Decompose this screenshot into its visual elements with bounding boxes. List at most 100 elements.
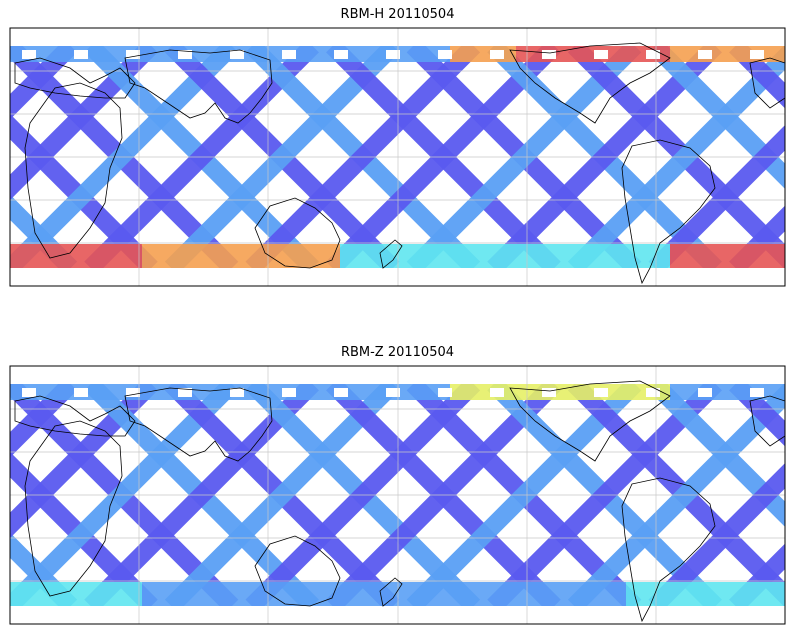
swath-pass (10, 39, 78, 120)
coverage-cell (10, 582, 32, 606)
coverage-gap (178, 50, 192, 59)
coverage-cell (164, 582, 186, 606)
coverage-cell (252, 46, 274, 62)
coverage-gap (334, 388, 348, 397)
coverage-cell (736, 582, 758, 606)
coverage-cell (670, 582, 692, 606)
coverage-gap (126, 388, 140, 397)
coverage-cell (626, 582, 648, 606)
graticule (10, 366, 785, 624)
coverage-cell (252, 582, 274, 606)
coastline (124, 49, 273, 124)
coverage-cell (252, 384, 274, 400)
coverage-gap (126, 50, 140, 59)
coverage-cell (98, 46, 120, 62)
coverage-cell (428, 582, 450, 606)
coverage-cell (296, 46, 318, 62)
no-data-area (10, 366, 785, 384)
coverage-cell (450, 582, 472, 606)
coverage-cell (208, 384, 230, 400)
coverage-cell (626, 244, 648, 268)
coverage-cell (670, 384, 692, 400)
coverage-cell (340, 244, 362, 268)
coverage-cell (384, 582, 406, 606)
coverage-cell (10, 244, 32, 268)
swath-pass (10, 532, 78, 613)
coverage-cell (406, 582, 428, 606)
panel-title: RBM-H 20110504 (340, 7, 455, 22)
coverage-cell (208, 244, 230, 268)
map-frame-group (9, 27, 786, 287)
coverage-cell (296, 582, 318, 606)
coastlines (14, 42, 785, 285)
coverage-cell (626, 384, 648, 400)
swath-map (9, 27, 786, 287)
swath-pass (729, 543, 785, 613)
swath-pass (729, 377, 785, 447)
map-border (9, 365, 786, 625)
coverage-cell (186, 582, 208, 606)
coverage-cell (54, 384, 76, 400)
coverage-cell (54, 46, 76, 62)
coverage-cell (230, 582, 252, 606)
coverage-cell (758, 244, 780, 268)
coastline (749, 57, 785, 109)
coverage-cell (472, 244, 494, 268)
coverage-cell (780, 244, 785, 268)
coverage-gap (178, 388, 192, 397)
coverage-cell (538, 582, 560, 606)
coverage-gap (438, 50, 452, 59)
coastline (14, 57, 136, 99)
coverage-gap (594, 50, 608, 59)
coverage-cell (98, 244, 120, 268)
coverage-cell (758, 582, 780, 606)
coverage-cell (230, 244, 252, 268)
coastline (24, 82, 123, 259)
coverage-gap (386, 50, 400, 59)
coastline (124, 387, 273, 462)
coverage-cell (648, 582, 670, 606)
coverage-cell (692, 582, 714, 606)
coverage-cell (362, 384, 384, 400)
no-data-area (10, 28, 785, 46)
coverage-cell (252, 244, 274, 268)
coverage-cell (494, 244, 516, 268)
coverage-cell (780, 384, 785, 400)
coastline (24, 420, 123, 597)
coverage-cell (406, 46, 428, 62)
coverage-cell (780, 582, 785, 606)
coverage-cell (362, 244, 384, 268)
coverage-cell (648, 244, 670, 268)
coastline (254, 535, 341, 607)
coverage-cell (76, 582, 98, 606)
swath-pass (10, 377, 78, 458)
coverage-gap (74, 388, 88, 397)
no-data-area (10, 268, 785, 286)
coverage-gap (542, 50, 556, 59)
coverage-cell (274, 582, 296, 606)
panel-title: RBM-Z 20110504 (340, 345, 455, 360)
coverage-cell (692, 244, 714, 268)
coverage-gap (490, 50, 504, 59)
coverage-cell (340, 582, 362, 606)
coverage-cell (142, 46, 164, 62)
coverage-cell (98, 582, 120, 606)
coverage-cell (560, 582, 582, 606)
swath-pass (729, 205, 785, 275)
coverage-cell (208, 582, 230, 606)
coverage-gap (750, 388, 764, 397)
coverage-cell (142, 384, 164, 400)
coverage-cell (604, 46, 626, 62)
coverage-gap (74, 50, 88, 59)
coverage-cell (32, 384, 54, 400)
coverage-gap (698, 388, 712, 397)
coverage-cell (626, 46, 648, 62)
coverage-cell (560, 384, 582, 400)
coastline (509, 42, 671, 124)
coverage-gap (230, 388, 244, 397)
coverage-cell (142, 244, 164, 268)
coverage-cell (604, 582, 626, 606)
coverage-cell (142, 582, 164, 606)
coverage-cell (164, 244, 186, 268)
map-border (9, 27, 786, 287)
